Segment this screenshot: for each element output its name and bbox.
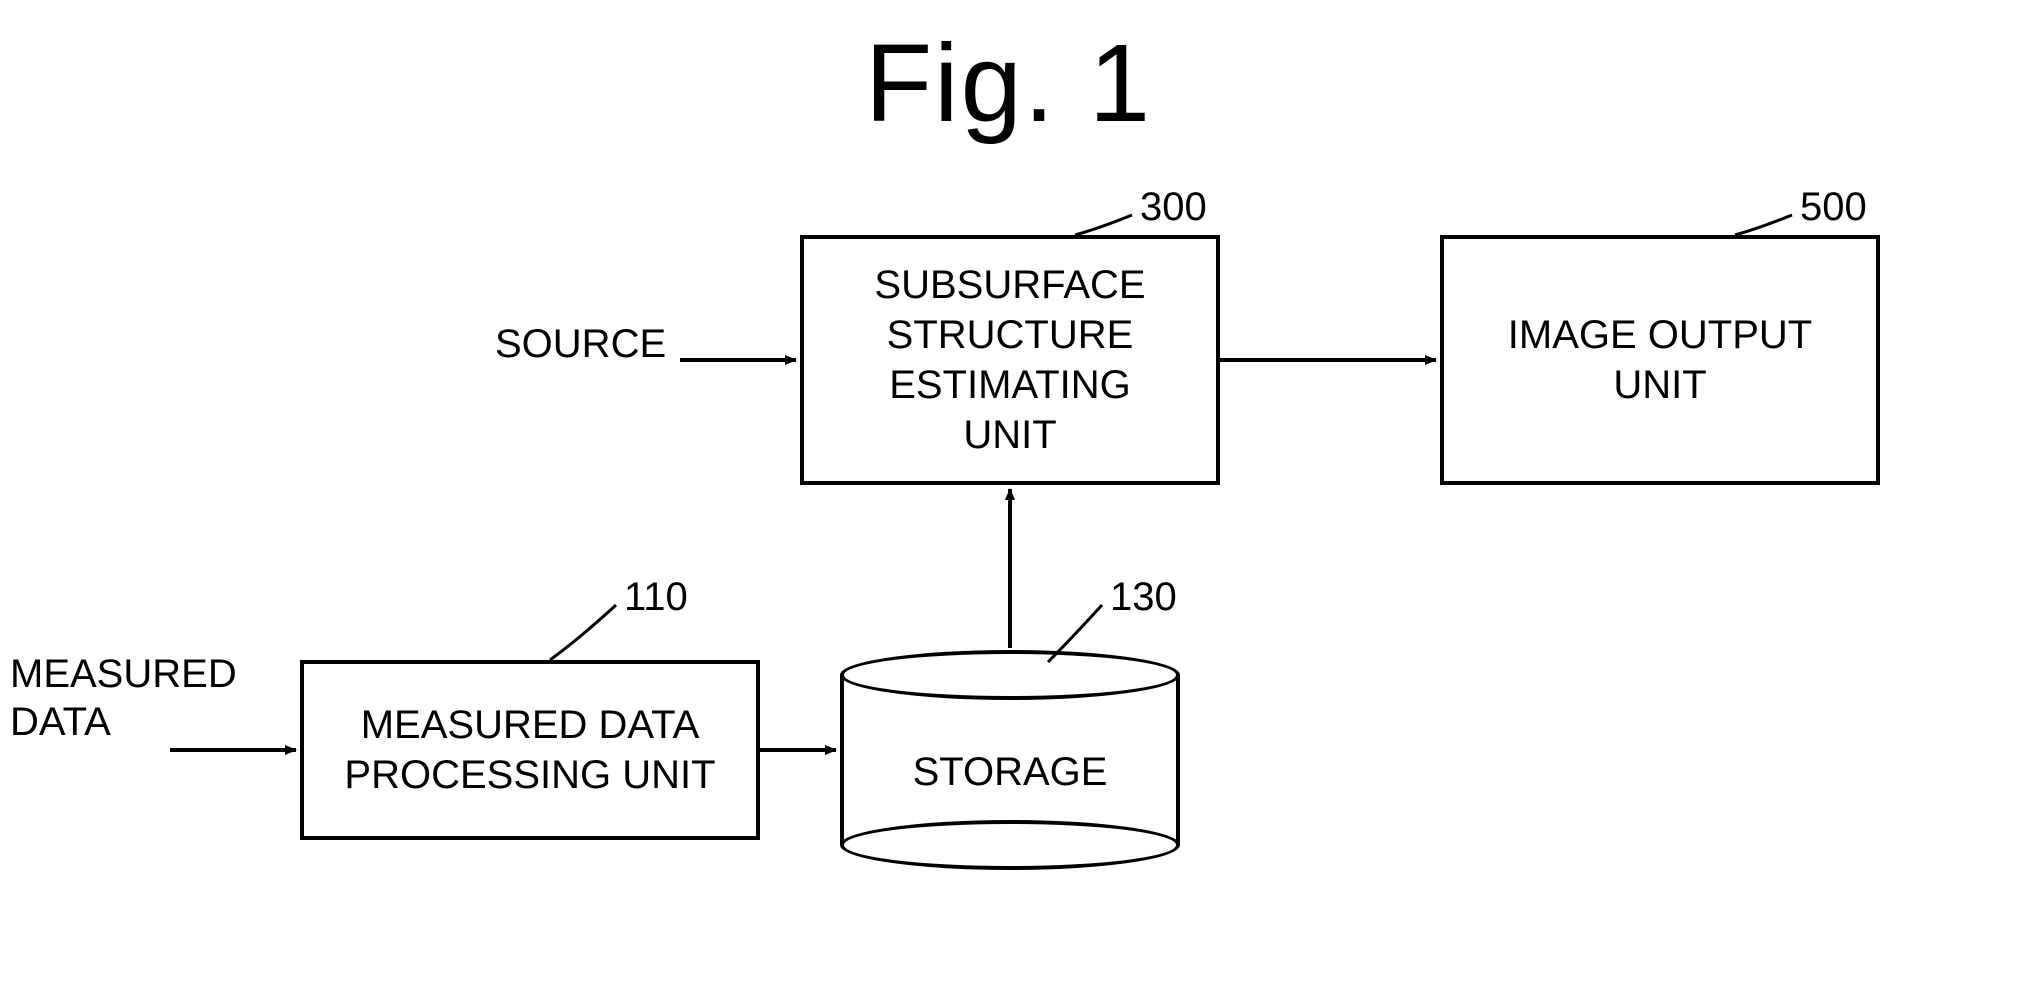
measured-data-processing-unit-box: MEASURED DATA PROCESSING UNIT [300, 660, 760, 840]
label-text: SOURCE [495, 322, 666, 366]
measured-data-label: MEASURED DATA [10, 650, 270, 746]
image-output-unit-box: IMAGE OUTPUT UNIT [1440, 235, 1880, 485]
storage-label: STORAGE [840, 750, 1180, 795]
diagram-stage: Fig. 1 MEASURED DATA SOURCE MEASURED DAT… [0, 0, 2017, 1000]
cylinder-bottom [840, 820, 1180, 870]
ref-300: 300 [1140, 185, 1207, 230]
label-line1: MEASURED DATA [10, 650, 270, 746]
cylinder-top [840, 650, 1180, 700]
box-text: IMAGE OUTPUT UNIT [1508, 310, 1812, 410]
source-label: SOURCE [495, 320, 695, 368]
subsurface-structure-estimating-unit-box: SUBSURFACE STRUCTURE ESTIMATING UNIT [800, 235, 1220, 485]
ref-500: 500 [1800, 185, 1867, 230]
ref-110: 110 [624, 575, 688, 620]
box-text: MEASURED DATA PROCESSING UNIT [344, 700, 715, 800]
storage-cylinder: STORAGE [840, 650, 1180, 870]
box-text: SUBSURFACE STRUCTURE ESTIMATING UNIT [874, 260, 1145, 460]
figure-title: Fig. 1 [0, 20, 2017, 147]
ref-130: 130 [1110, 575, 1177, 620]
